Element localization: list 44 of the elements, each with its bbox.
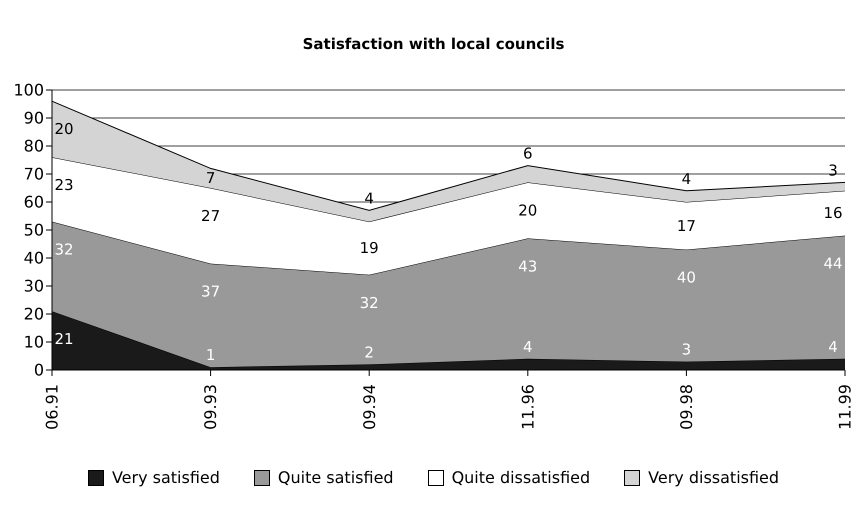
data-label: 27 — [201, 207, 220, 225]
y-tick-label: 80 — [24, 136, 44, 156]
x-tick-label: 11.99 — [836, 384, 855, 430]
data-label: 19 — [360, 239, 379, 258]
legend-label: Very dissatisfied — [648, 468, 780, 487]
y-tick-label: 30 — [24, 276, 44, 296]
data-label: 20 — [54, 120, 74, 138]
y-tick-label: 100 — [13, 80, 44, 100]
data-label: 37 — [201, 282, 220, 301]
x-tick-label: 09.98 — [677, 384, 696, 430]
data-label: 32 — [54, 240, 74, 259]
data-label: 40 — [676, 268, 696, 287]
legend-label: Quite dissatisfied — [452, 468, 590, 487]
data-label: 4 — [523, 338, 533, 356]
y-tick-label: 10 — [24, 332, 44, 352]
y-tick-label: 60 — [24, 192, 44, 212]
x-tick-label: 09.94 — [360, 384, 379, 430]
y-tick-label: 20 — [24, 304, 44, 324]
data-label: 43 — [518, 257, 538, 276]
legend-label: Very satisfied — [112, 468, 220, 487]
y-tick-label: 70 — [24, 164, 44, 184]
data-label: 44 — [823, 254, 843, 273]
data-label: 23 — [54, 176, 74, 194]
y-tick-label: 50 — [24, 220, 44, 240]
legend-label: Quite satisfied — [278, 468, 394, 487]
data-label: 32 — [360, 294, 379, 312]
chart-title: Satisfaction with local councils — [302, 35, 564, 53]
x-tick-label: 06.91 — [42, 384, 62, 430]
x-tick-label: 09.93 — [201, 384, 220, 430]
data-label: 2 — [364, 343, 374, 362]
data-label: 6 — [523, 144, 533, 163]
x-tick-label: 11.96 — [518, 384, 538, 430]
y-tick-label: 90 — [24, 108, 44, 128]
y-tick-label: 0 — [34, 360, 44, 380]
y-tick-label: 40 — [24, 248, 44, 268]
data-label: 16 — [823, 204, 843, 222]
data-label: 7 — [206, 169, 216, 188]
data-label: 20 — [518, 201, 538, 220]
data-label: 17 — [676, 216, 696, 235]
data-label: 4 — [682, 170, 692, 188]
data-label: 3 — [682, 340, 692, 359]
data-label: 1 — [206, 346, 216, 364]
data-label: 21 — [54, 330, 74, 348]
data-label: 4 — [828, 338, 838, 356]
